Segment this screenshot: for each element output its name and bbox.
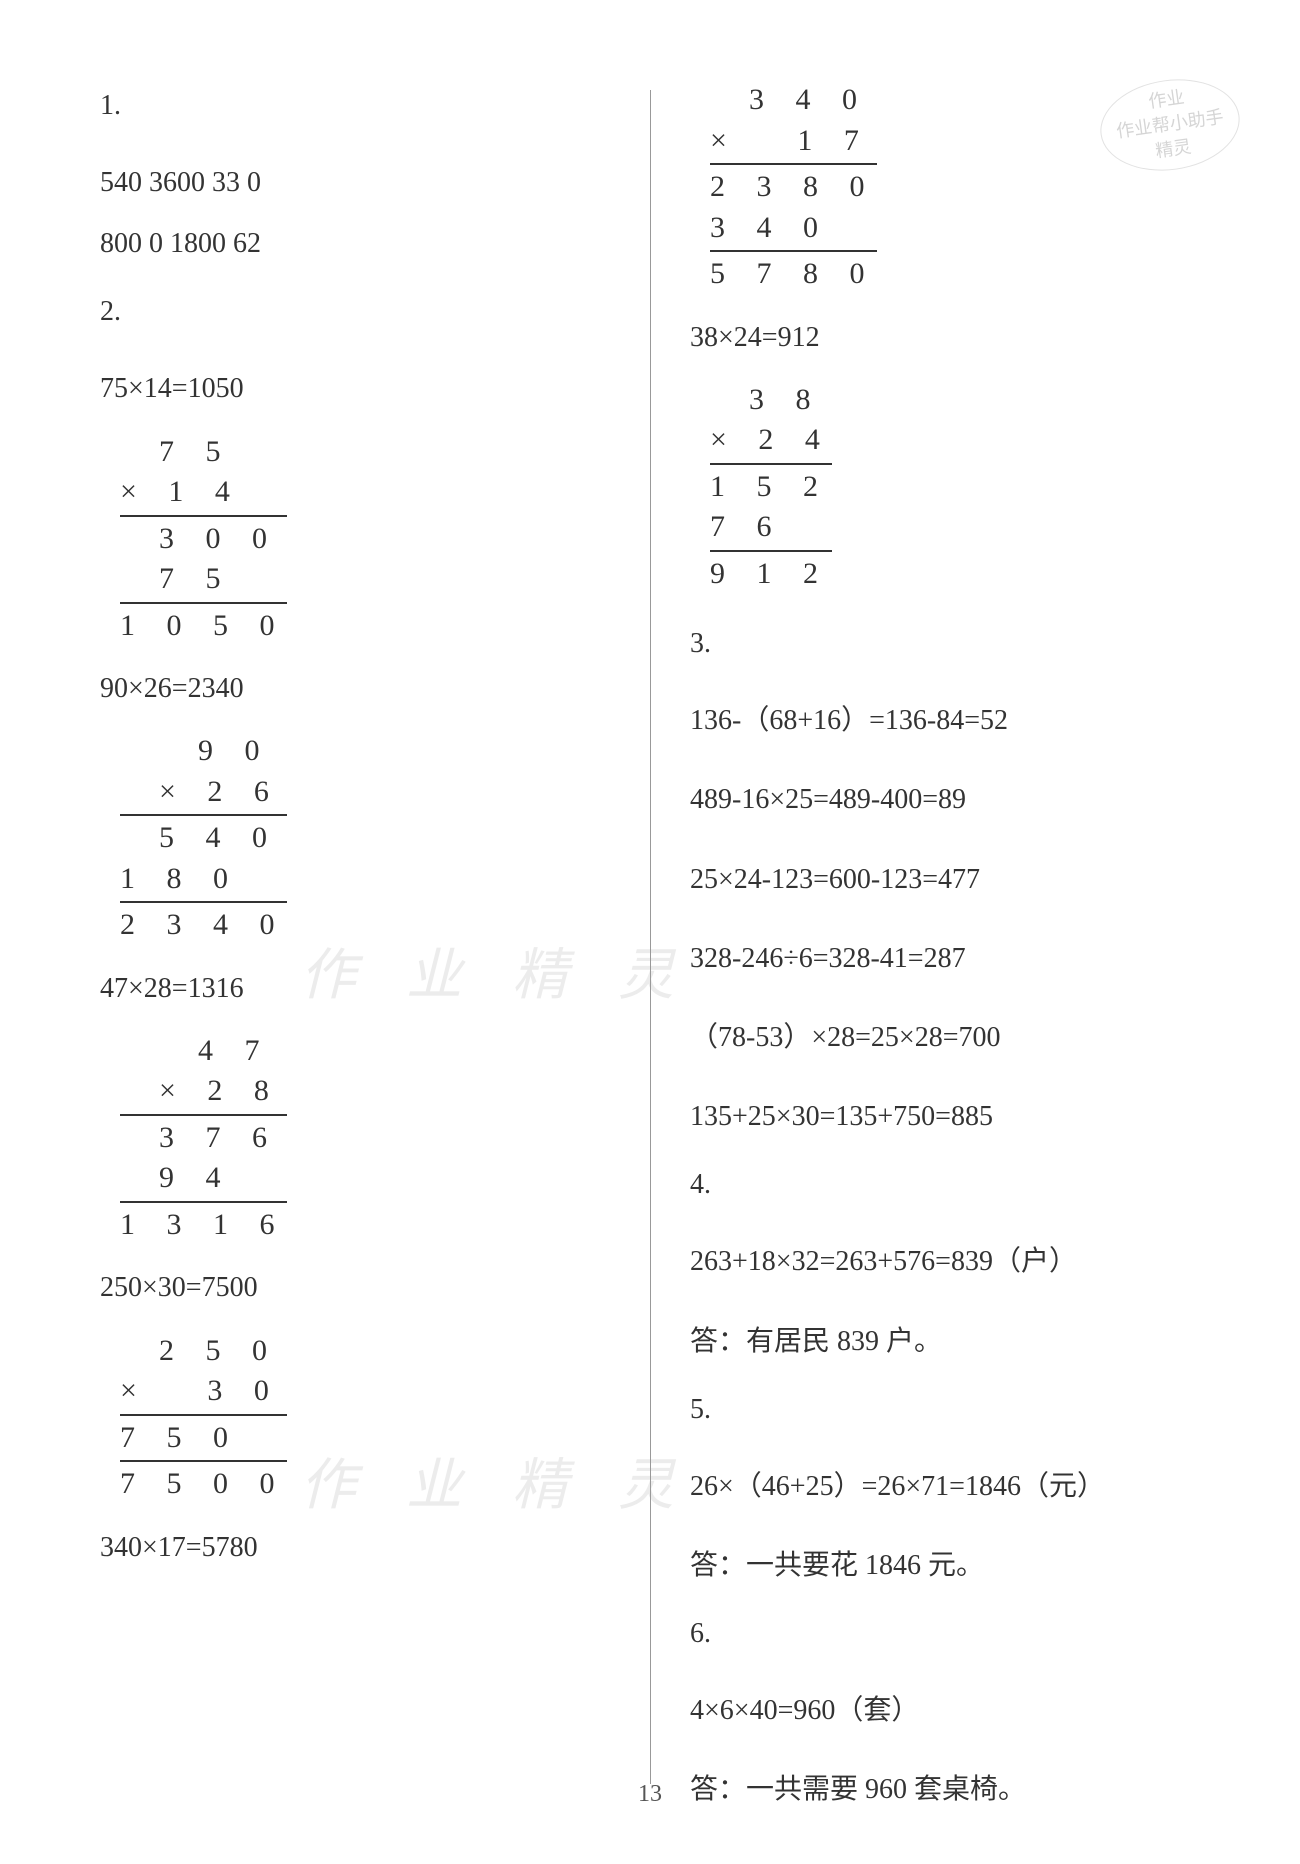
- calc1-r3: 3 0 0: [120, 519, 287, 560]
- calc3-r4: 9 4: [120, 1158, 287, 1199]
- calc4-r1: 2 5 0: [120, 1331, 287, 1372]
- calc3-r1: 4 7: [120, 1031, 287, 1072]
- q3-l2: 489-16×25=489-400=89: [690, 773, 1200, 826]
- q3-l6: 135+25×30=135+750=885: [690, 1090, 1200, 1143]
- q1-line1: 540 3600 33 0: [100, 156, 610, 209]
- calc5-r5: 5 7 8 0: [710, 254, 877, 295]
- q3-l3: 25×24-123=600-123=477: [690, 853, 1200, 906]
- calc6: 3 8 × 2 4 1 5 2 7 6 9 1 2: [710, 380, 832, 595]
- calc1-r1: 7 5: [120, 432, 287, 473]
- hline: [120, 1414, 287, 1416]
- calc4-r3: 7 5 0: [120, 1418, 287, 1459]
- hline: [120, 1114, 287, 1116]
- calc5-r1: 3 4 0: [710, 80, 877, 121]
- hline: [120, 602, 287, 604]
- q4-number: 4.: [690, 1169, 1200, 1201]
- q3-number: 3.: [690, 628, 1200, 660]
- q3-l4: 328-246÷6=328-41=287: [690, 932, 1200, 985]
- hline: [710, 463, 832, 465]
- calc2-r2: × 2 6: [120, 772, 287, 813]
- q5-l2: 答：一共要花 1846 元。: [690, 1539, 1200, 1592]
- left-column: 1. 540 3600 33 0 800 0 1800 62 2. 75×14=…: [80, 90, 650, 1824]
- eq5: 340×17=5780: [100, 1521, 610, 1574]
- eq3: 47×28=1316: [100, 962, 610, 1015]
- q6-l1: 4×6×40=960（套）: [690, 1684, 1200, 1737]
- eq1: 75×14=1050: [100, 362, 610, 415]
- eq2: 90×26=2340: [100, 662, 610, 715]
- q3-l5: （78-53）×28=25×28=700: [690, 1011, 1200, 1064]
- calc3: 4 7 × 2 8 3 7 6 9 4 1 3 1 6: [120, 1031, 287, 1246]
- calc4: 2 5 0 × 3 0 7 5 0 7 5 0 0: [120, 1331, 287, 1505]
- q4-l1: 263+18×32=263+576=839（户）: [690, 1235, 1200, 1288]
- hline: [710, 163, 877, 165]
- q1-number: 1.: [100, 90, 610, 122]
- column-divider: [650, 90, 651, 1784]
- hline: [120, 1201, 287, 1203]
- hline: [120, 515, 287, 517]
- calc1-r4: 7 5: [120, 559, 287, 600]
- q6-l2: 答：一共需要 960 套桌椅。: [690, 1763, 1200, 1816]
- calc1-r2: × 1 4: [120, 472, 287, 513]
- calc6-r3: 1 5 2: [710, 467, 832, 508]
- calc6-r1: 3 8: [710, 380, 832, 421]
- calc5-r3: 2 3 8 0: [710, 167, 877, 208]
- calc2-r5: 2 3 4 0: [120, 905, 287, 946]
- calc3-r2: × 2 8: [120, 1071, 287, 1112]
- calc3-r5: 1 3 1 6: [120, 1205, 287, 1246]
- calc2-r4: 1 8 0: [120, 859, 287, 900]
- page-content: 1. 540 3600 33 0 800 0 1800 62 2. 75×14=…: [0, 0, 1300, 1864]
- calc5-r4: 3 4 0: [710, 208, 877, 249]
- calc5: 3 4 0 × 1 7 2 3 8 0 3 4 0 5 7 8 0: [710, 80, 877, 295]
- hline: [120, 1460, 287, 1462]
- calc2-r3: 5 4 0: [120, 818, 287, 859]
- calc6-r2: × 2 4: [710, 420, 832, 461]
- hline: [710, 250, 877, 252]
- q5-number: 5.: [690, 1394, 1200, 1426]
- eq6: 38×24=912: [690, 311, 1200, 364]
- calc2: 9 0 × 2 6 5 4 0 1 8 0 2 3 4 0: [120, 731, 287, 946]
- calc6-r5: 9 1 2: [710, 554, 832, 595]
- calc4-r2: × 3 0: [120, 1371, 287, 1412]
- page-number: 13: [638, 1781, 662, 1808]
- hline: [120, 901, 287, 903]
- calc5-r2: × 1 7: [710, 121, 877, 162]
- q2-number: 2.: [100, 296, 610, 328]
- eq4: 250×30=7500: [100, 1261, 610, 1314]
- q5-l1: 26×（46+25）=26×71=1846（元）: [690, 1460, 1200, 1513]
- calc2-r1: 9 0: [120, 731, 287, 772]
- q1-line2: 800 0 1800 62: [100, 217, 610, 270]
- calc1: 7 5 × 1 4 3 0 0 7 5 1 0 5 0: [120, 432, 287, 647]
- calc6-r4: 7 6: [710, 507, 832, 548]
- calc1-r5: 1 0 5 0: [120, 606, 287, 647]
- calc3-r3: 3 7 6: [120, 1118, 287, 1159]
- right-column: 3 4 0 × 1 7 2 3 8 0 3 4 0 5 7 8 0 38×24=…: [650, 90, 1220, 1824]
- q4-l2: 答：有居民 839 户。: [690, 1315, 1200, 1368]
- q3-l1: 136-（68+16）=136-84=52: [690, 694, 1200, 747]
- hline: [120, 814, 287, 816]
- hline: [710, 550, 832, 552]
- calc4-r4: 7 5 0 0: [120, 1464, 287, 1505]
- q6-number: 6.: [690, 1618, 1200, 1650]
